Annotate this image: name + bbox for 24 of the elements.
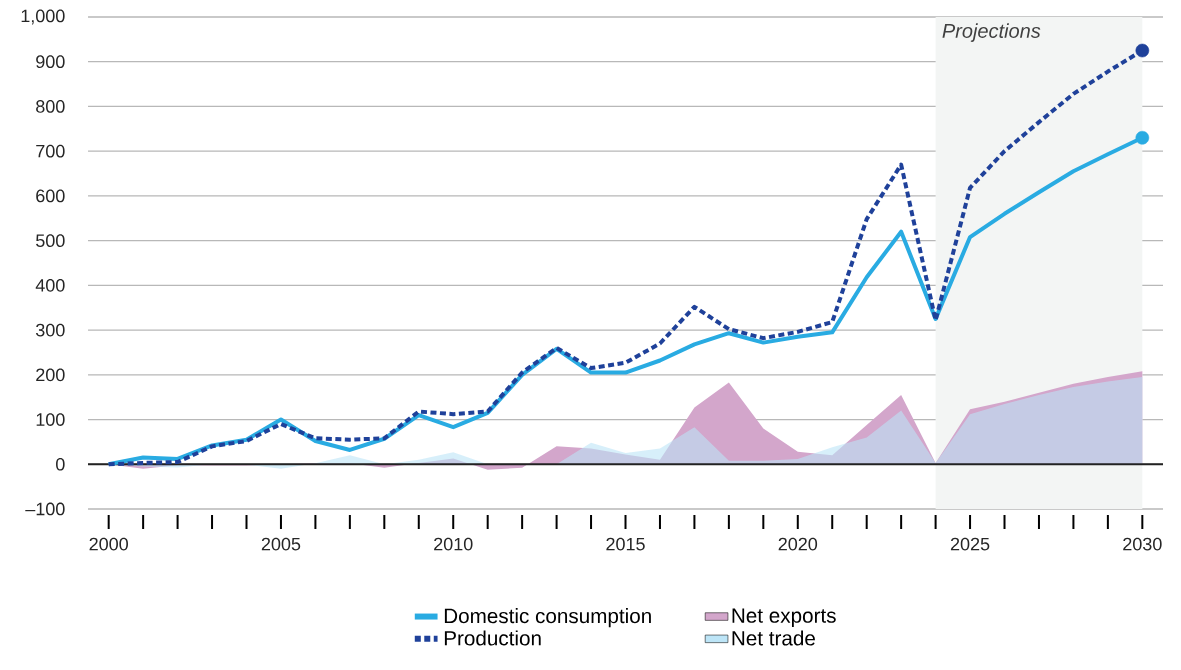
y-tick-label: 500	[36, 234, 65, 247]
legend-label: Net exports	[732, 608, 836, 627]
y-tick-label: 100	[36, 413, 65, 426]
y-tick-label: 200	[36, 368, 65, 382]
y-tick-label: 700	[36, 144, 65, 158]
y-tick-label: –100	[25, 502, 65, 516]
x-tick-label: 2005	[261, 537, 301, 551]
y-tick-label: 0	[56, 457, 65, 471]
x-tick-label: 2000	[89, 537, 128, 551]
y-tick-label: 800	[36, 100, 65, 113]
legend-label: Net trade	[732, 630, 815, 646]
x-tick-label: 2025	[950, 537, 990, 551]
y-tick-label: 900	[36, 55, 65, 69]
x-tick-label: 2030	[1123, 537, 1162, 551]
y-tick-label: 400	[35, 278, 65, 292]
x-tick-label: 2010	[434, 537, 473, 551]
legend-label: Domestic consumption	[444, 608, 651, 628]
y-tick-label: 1,000	[21, 9, 65, 25]
x-tick-label: 2020	[778, 537, 818, 551]
legend-label: Production	[444, 630, 541, 646]
y-tick-label: 300	[35, 323, 65, 337]
band-label: Projections	[942, 23, 1041, 42]
x-tick-label: 2015	[606, 537, 645, 551]
y-tick-label: 600	[36, 189, 65, 203]
